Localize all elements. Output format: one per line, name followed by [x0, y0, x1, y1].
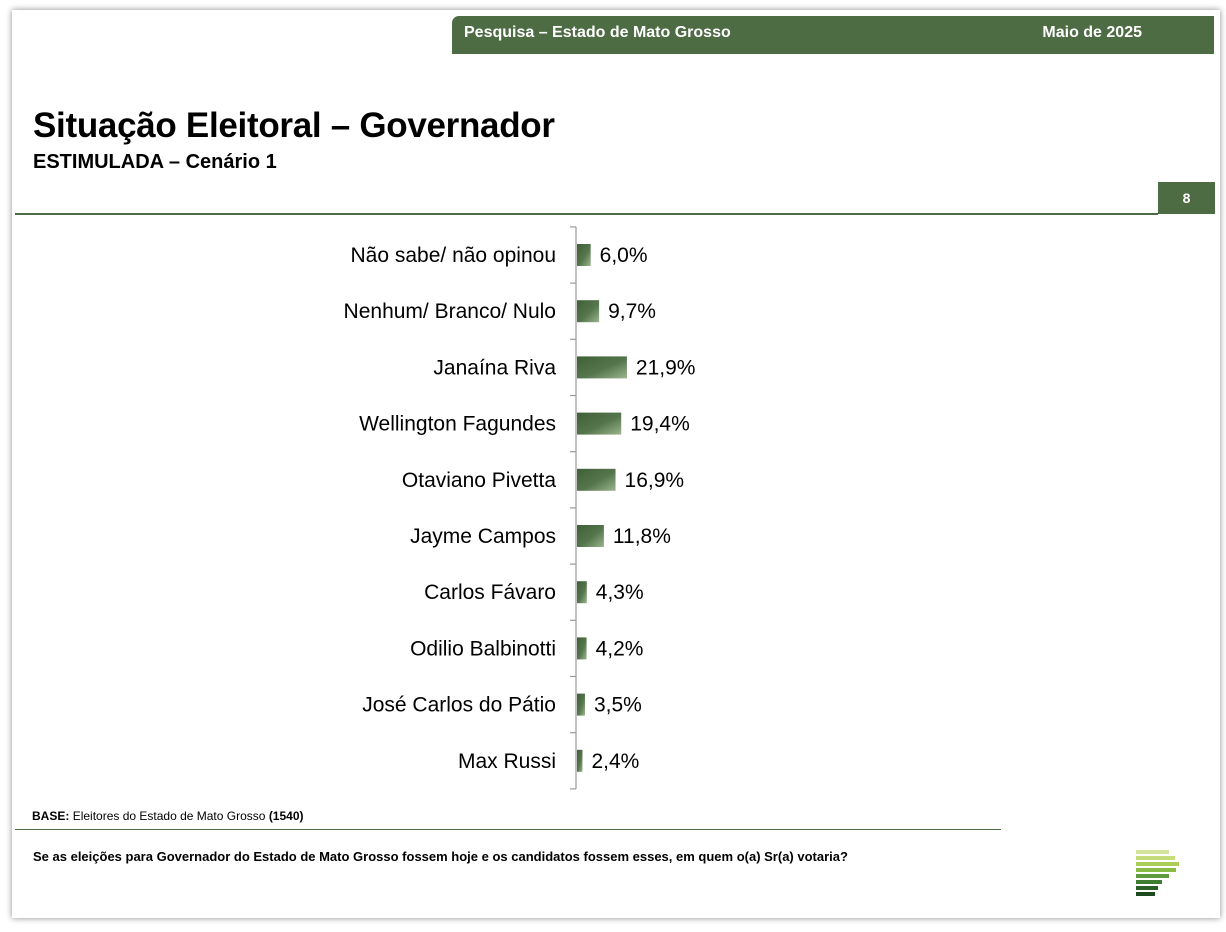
bar — [577, 300, 600, 323]
bar — [577, 412, 622, 435]
slide — [12, 10, 1220, 918]
category-label: Jayme Campos — [410, 525, 556, 548]
category-label: Odilio Balbinotti — [410, 637, 556, 660]
value-label: 19,4% — [630, 413, 690, 436]
value-label: 11,8% — [613, 525, 671, 548]
bar — [577, 244, 591, 266]
survey-label: Pesquisa – Estado de Mato Grosso — [464, 24, 731, 41]
bar — [577, 749, 583, 772]
base-note: BASE: Eleitores do Estado de Mato Grosso… — [32, 809, 304, 823]
value-label: 21,9% — [636, 356, 696, 379]
value-label: 16,9% — [625, 469, 685, 492]
date-label: Maio de 2025 — [1042, 24, 1142, 41]
value-label: 6,0% — [600, 244, 648, 267]
page-subtitle: ESTIMULADA – Cenário 1 — [33, 151, 277, 173]
value-label: 3,5% — [594, 694, 642, 717]
page-number: 8 — [1158, 182, 1215, 214]
category-label: Nenhum/ Branco/ Nulo — [344, 300, 556, 323]
category-label: Otaviano Pivetta — [402, 469, 556, 492]
base-count: (1540) — [268, 809, 304, 823]
category-label: José Carlos do Pátio — [362, 694, 556, 717]
base-text: Eleitores do Estado de Mato Grosso — [72, 809, 266, 823]
category-label: Carlos Fávaro — [424, 581, 556, 604]
institute-logo-icon — [1136, 850, 1179, 896]
category-label: Não sabe/ não opinou — [351, 244, 557, 267]
page-title: Situação Eleitoral – Governador — [33, 106, 555, 145]
value-label: 4,2% — [596, 637, 644, 660]
category-label: Wellington Fagundes — [359, 413, 556, 436]
header-bar: Pesquisa – Estado de Mato Grosso Maio de… — [452, 16, 1214, 54]
value-label: 4,3% — [596, 581, 644, 604]
value-label: 2,4% — [591, 750, 639, 773]
bar — [577, 468, 616, 491]
bar — [577, 525, 604, 547]
category-label: Janaína Riva — [433, 356, 556, 379]
bar — [577, 581, 587, 604]
bar — [577, 356, 627, 379]
base-label: BASE: — [32, 809, 70, 823]
survey-question: Se as eleições para Governador do Estado… — [33, 849, 848, 864]
value-label: 9,7% — [608, 300, 656, 323]
title-divider — [15, 213, 1158, 215]
category-label: Max Russi — [458, 750, 556, 773]
bar — [577, 637, 587, 660]
footer-divider — [15, 829, 1001, 830]
bar — [577, 693, 585, 716]
